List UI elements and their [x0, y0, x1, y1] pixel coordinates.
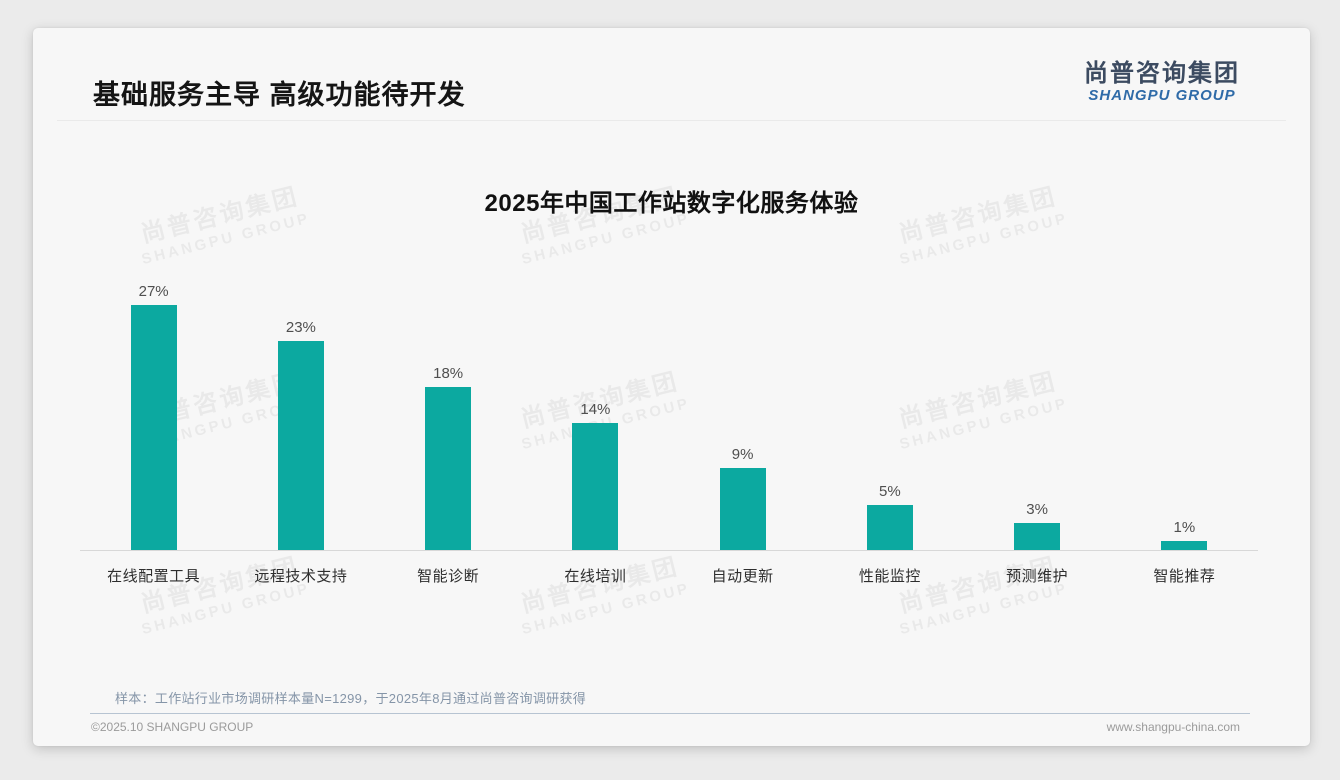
- bar: [1161, 540, 1208, 550]
- watermark-en: SHANGPU GROUP: [897, 209, 1071, 269]
- bar-column: 14%: [522, 268, 669, 550]
- bar-column: 27%: [80, 268, 227, 550]
- copyright-text: ©2025.10 SHANGPU GROUP: [91, 720, 254, 734]
- bar-value-label: 23%: [285, 319, 316, 337]
- watermark: 尚普咨询集团 SHANGPU GROUP: [889, 545, 1070, 638]
- bar-column: 9%: [669, 268, 816, 550]
- category-label: 智能推荐: [1153, 568, 1216, 585]
- bar-value-label: 27%: [138, 283, 169, 301]
- company-logo: 尚普咨询集团 SHANGPU GROUP: [1084, 60, 1240, 105]
- bar: [425, 386, 472, 550]
- bar: [572, 423, 619, 550]
- page-title: 基础服务主导 高级功能待开发: [93, 80, 466, 110]
- bar: [719, 468, 766, 550]
- bar-value-label: 18%: [433, 364, 464, 382]
- bar-column: 1%: [1111, 268, 1258, 550]
- category-label: 在线配置工具: [107, 568, 201, 585]
- category-label: 预测维护: [1006, 568, 1069, 585]
- watermark: 尚普咨询集团 SHANGPU GROUP: [131, 545, 312, 638]
- bar: [1014, 522, 1061, 550]
- bar-column: 3%: [964, 268, 1111, 550]
- watermark-en: SHANGPU GROUP: [519, 579, 693, 639]
- category-row: 在线配置工具 远程技术支持 智能诊断 在线培训 自动更新 性能监控 预测维护 智能推荐: [80, 565, 1258, 586]
- category-label: 性能监控: [858, 568, 921, 585]
- category-label: 自动更新: [711, 568, 774, 585]
- bar: [866, 504, 913, 550]
- bar-value-label: 1%: [1173, 518, 1196, 536]
- slide-footer: ©2025.10 SHANGPU GROUP www.shangpu-china…: [91, 720, 1240, 734]
- plot-area: 27% 23% 18% 14% 9% 5% 3% 1%: [80, 268, 1258, 551]
- bar: [277, 341, 324, 550]
- website-text: www.shangpu-china.com: [1106, 720, 1240, 734]
- footer-divider: [90, 713, 1250, 714]
- slide-card: 尚普咨询集团 SHANGPU GROUP 尚普咨询集团 SHANGPU GROUP 尚普…: [33, 28, 1310, 746]
- bar-value-label: 3%: [1026, 500, 1048, 518]
- bar-value-label: 14%: [580, 401, 611, 418]
- watermark-en: SHANGPU GROUP: [519, 209, 693, 269]
- category-label: 远程技术支持: [254, 568, 348, 585]
- bar-value-label: 9%: [731, 446, 754, 464]
- logo-chinese-text: 尚普咨询集团: [1084, 60, 1240, 87]
- category-label: 在线培训: [564, 568, 627, 585]
- logo-english-text: SHANGPU GROUP: [1088, 87, 1236, 105]
- bar-column: 23%: [227, 268, 374, 550]
- watermark-en: SHANGPU GROUP: [897, 579, 1071, 639]
- bar-column: 5%: [816, 268, 963, 550]
- bar-column: 18%: [375, 268, 522, 550]
- watermark-en: SHANGPU GROUP: [139, 579, 313, 639]
- header-divider: [57, 120, 1286, 121]
- bar: [130, 305, 177, 550]
- category-label: 智能诊断: [417, 568, 480, 585]
- bar-value-label: 5%: [879, 482, 901, 500]
- watermark-en: SHANGPU GROUP: [139, 209, 313, 269]
- watermark: 尚普咨询集团 SHANGPU GROUP: [511, 545, 692, 638]
- sample-footnote: 样本：工作站行业市场调研样本量N=1299，于2025年8月通过尚普咨询调研获得: [115, 691, 587, 706]
- chart-title: 2025年中国工作站数字化服务体验: [484, 190, 859, 217]
